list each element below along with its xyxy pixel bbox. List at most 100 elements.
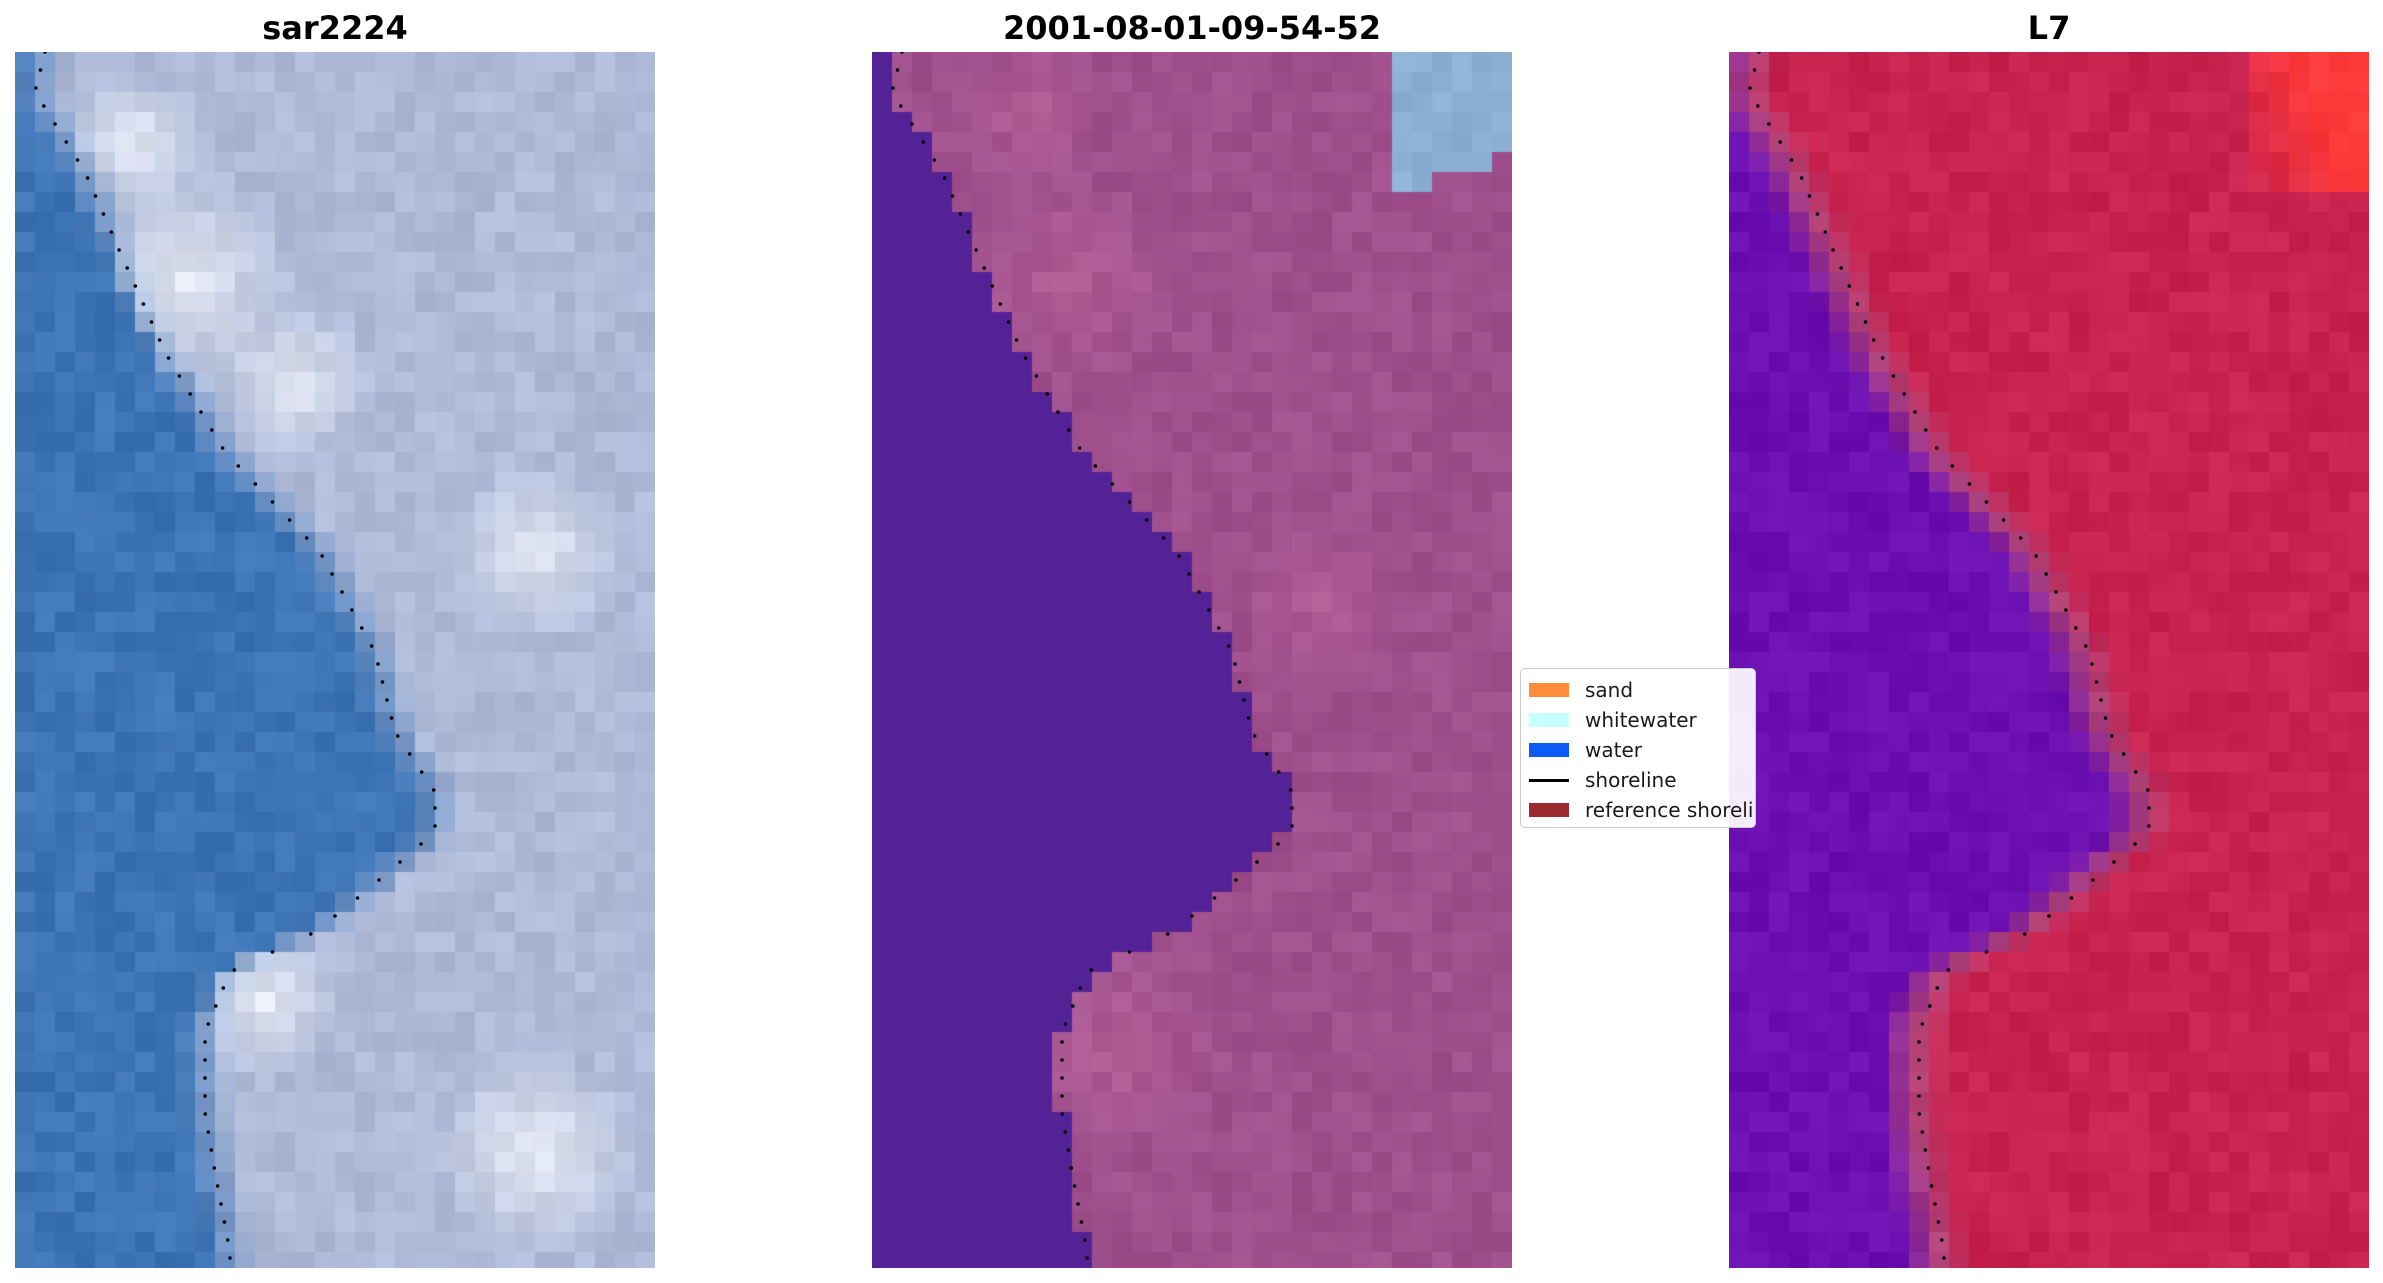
classification-image [872,52,1512,1268]
shoreline-dot [2018,536,2023,540]
shoreline-dot [214,1004,218,1008]
shoreline-dot [1752,68,1757,72]
legend-item-whitewater: whitewater [1529,707,1697,733]
shoreline-dot [53,122,57,126]
shoreline-dot [2054,590,2058,594]
shoreline-dot [1006,320,1011,324]
shoreline-dot [43,52,47,54]
shoreline-dot [1187,572,1191,576]
shoreline-dot [1093,464,1098,468]
shoreline-dot [1946,968,1951,972]
shoreline-dot [1085,1256,1089,1260]
shoreline-dot [1290,806,1294,810]
shoreline-dot [1078,986,1083,990]
shoreline-dot [1127,500,1132,504]
l7-index-image [1729,52,2369,1268]
shoreline-dot [226,1238,230,1242]
shoreline-dot [1045,392,1049,396]
shoreline-dot [236,464,241,468]
shoreline-dot [1060,1040,1064,1044]
shoreline-dot [1177,554,1181,558]
shoreline-dot [1926,1166,1931,1170]
shoreline-dot [2001,518,2006,522]
shoreline-dot [1060,1112,1065,1116]
shoreline-dot [304,536,309,540]
shoreline-dot [974,248,978,252]
shoreline-dot [232,968,237,972]
shoreline-dot [215,1184,220,1188]
shoreline-dot [209,1148,214,1152]
shoreline-dot [932,158,937,162]
shoreline-dot [157,338,162,342]
shoreline-dot [360,626,364,630]
shoreline-dot [222,1220,227,1224]
shoreline-dot [1967,482,1972,486]
shoreline-dot [2069,896,2074,900]
shoreline-dot [75,158,80,162]
shoreline-dot [1923,1148,1928,1152]
shoreline-dot [2090,662,2094,666]
shoreline-dot [1060,1094,1064,1098]
shoreline-dot [1276,842,1280,846]
shoreline-dot [1913,410,1917,414]
shoreline-dot [942,176,947,180]
shoreline-dot [2112,860,2116,864]
shoreline-dot [1815,212,1820,216]
shoreline-dot [419,770,424,774]
shoreline-dot [203,1076,207,1080]
shoreline-dot [38,68,43,72]
shoreline-dot [380,680,385,684]
legend-label-whitewater: whitewater [1585,708,1697,732]
shoreline-dot [166,356,171,360]
shoreline-dot [2147,806,2151,810]
shoreline-dot [1207,608,1211,612]
shoreline-dot [1066,1148,1071,1152]
shoreline-dot [1290,824,1294,828]
shoreline-dot [1237,680,1242,684]
shoreline-dot [1110,482,1115,486]
shoreline-dot [1917,1076,1921,1080]
shoreline-dot [2145,788,2150,792]
shoreline-dot [891,86,895,90]
shoreline-dot [1063,1130,1068,1134]
shoreline-dot [1072,1184,1077,1188]
shoreline-dot [355,896,360,900]
shoreline-dot [433,806,437,810]
shoreline-dot [1936,1220,1941,1224]
shoreline-dot [320,554,325,558]
shoreline-dot [1940,1238,1944,1242]
shoreline-dot [1880,356,1885,360]
shoreline-dot [1067,428,1071,432]
legend-label-reference-shoreline: reference shoreline [1585,798,1755,822]
panel-title-rgb: sar2224 [262,9,408,47]
legend-item-sand: sand [1529,677,1633,703]
shoreline-dot [1083,1238,1087,1242]
shoreline-dot [1984,950,1989,954]
shoreline-dot [1161,536,1166,540]
shoreline-dot [2034,554,2038,558]
rgb-image-panel [15,52,655,1268]
shoreline-dot [188,392,192,396]
shoreline-dot [309,932,313,936]
shoreline-dot [42,104,46,108]
shoreline-dot [1212,896,1217,900]
shoreline-dot [958,212,963,216]
shoreline-dot [228,1256,232,1260]
shoreline-dot [2064,608,2068,612]
shoreline-dot [177,374,182,378]
shoreline-dot [270,500,275,504]
shoreline-dot [1234,878,1238,882]
shoreline-dot [1217,626,1221,630]
shoreline-dot [1190,914,1194,918]
panel-title-classification: 2001-08-01-09-54-52 [1002,9,1382,47]
shoreline-line-icon [1529,778,1569,782]
shoreline-dot [1076,1202,1080,1206]
shoreline-dot [1935,986,1940,990]
shoreline-dot [1933,1202,1937,1206]
shoreline-dot [125,266,129,270]
shoreline-dot [203,1058,207,1062]
shoreline-dot [1929,1184,1934,1188]
shoreline-dot [1276,770,1281,774]
shoreline-dot [1756,104,1760,108]
shoreline-dot [117,248,121,252]
